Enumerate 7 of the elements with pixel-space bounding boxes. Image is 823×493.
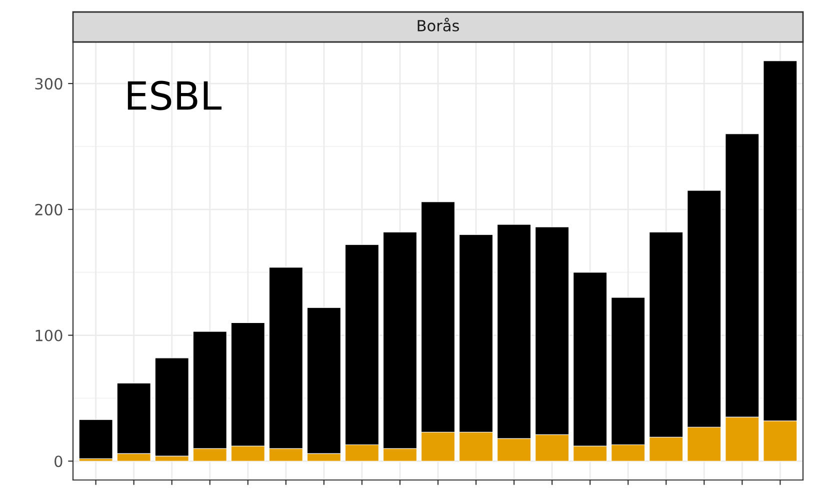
chart-title: Borås [418, 18, 459, 32]
y-tick-label: 100 [36, 330, 62, 342]
y-tick-label: 300 [35, 78, 62, 90]
y-tick-label: 0 [54, 456, 62, 468]
bar [78, 419, 113, 459]
y-tick-label: 200 [35, 204, 62, 216]
annotation: ESBL [128, 80, 222, 110]
